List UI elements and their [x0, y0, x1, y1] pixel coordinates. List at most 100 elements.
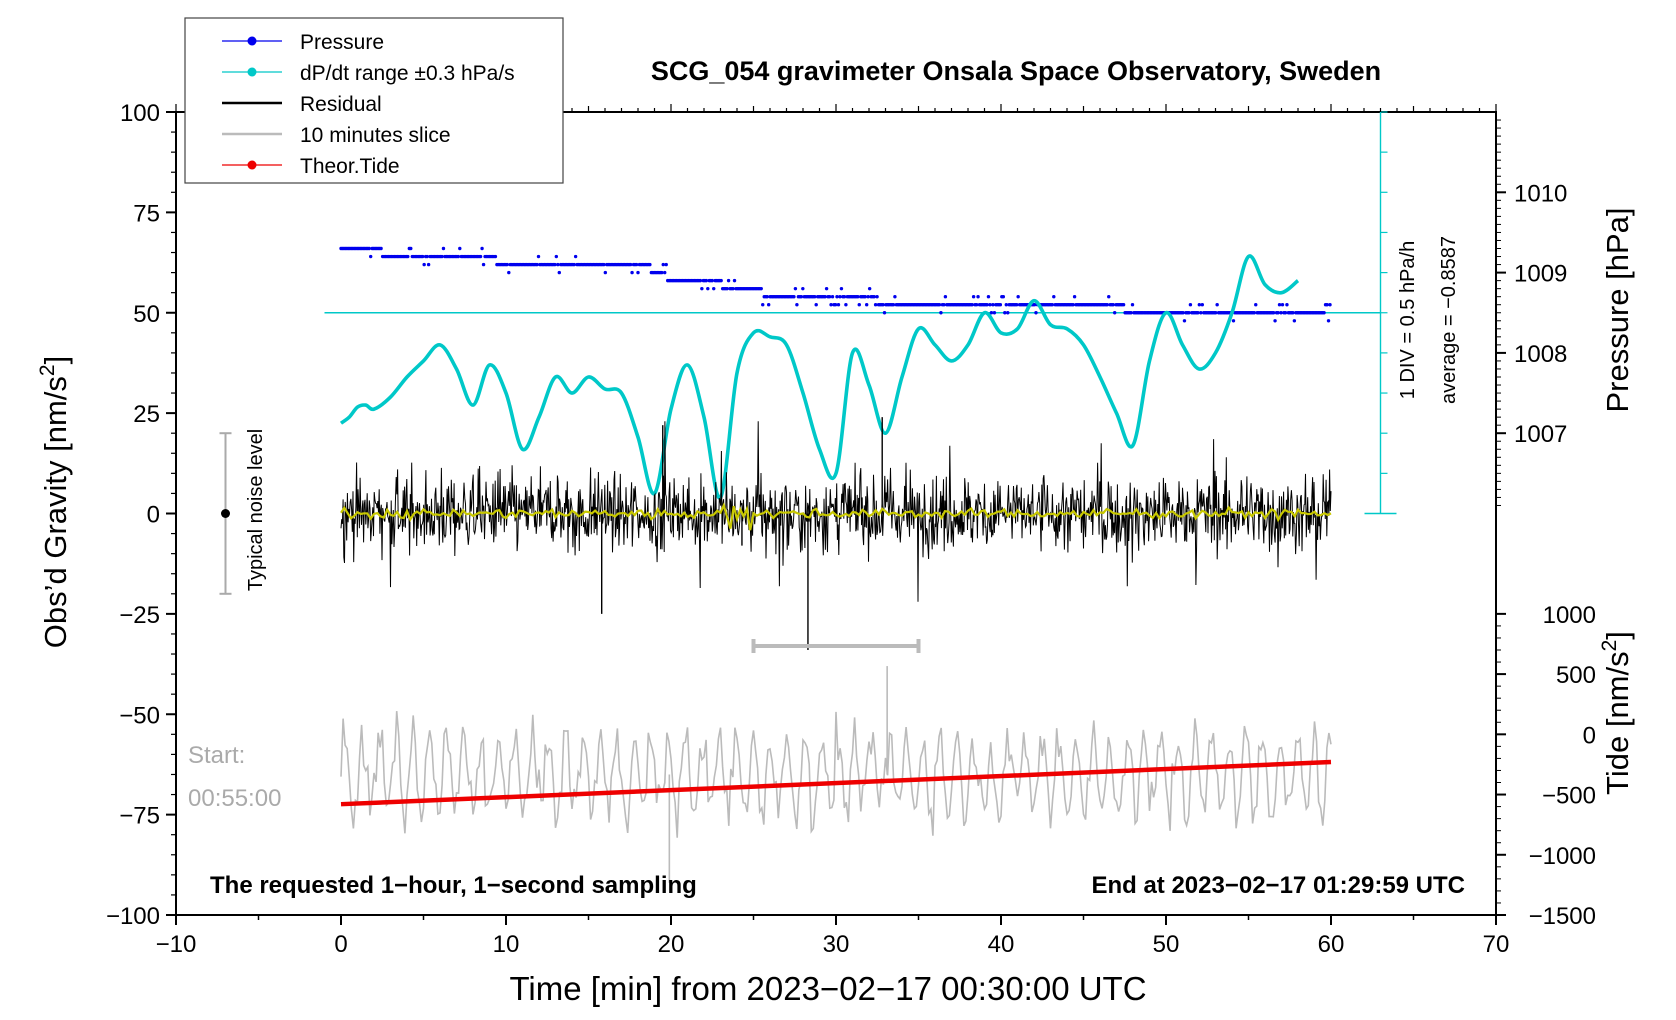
- pressure-point: [873, 303, 878, 307]
- tide-line: [340, 759, 1332, 807]
- pressure-point: [1006, 311, 1010, 315]
- pressure-point: [663, 270, 667, 275]
- dpdt-layer: [339, 254, 1300, 500]
- y-left-tick-label: 25: [133, 401, 160, 428]
- pressure-point: [1277, 303, 1282, 307]
- pressure-point: [1003, 311, 1007, 315]
- noise-level-label: Typical noise level: [245, 429, 267, 591]
- pressure-point: [1292, 319, 1297, 323]
- tide-tick-label: 500: [1556, 662, 1596, 689]
- pressure-point: [1014, 303, 1019, 307]
- pressure-point: [1215, 303, 1219, 307]
- y-axis-left-label-end: ]: [38, 356, 73, 365]
- pressure-point: [1181, 311, 1185, 315]
- pressure-point: [603, 270, 608, 275]
- pressure-point: [732, 278, 737, 283]
- x-tick-label: 40: [988, 931, 1015, 958]
- pressure-tick-label: 1007: [1514, 421, 1567, 448]
- pressure-point: [844, 303, 848, 307]
- pressure-point: [939, 311, 943, 315]
- pressure-point: [1322, 311, 1326, 315]
- y-axis-left-label-sup: 2: [36, 364, 59, 376]
- pressure-point: [970, 303, 974, 307]
- pressure-point: [367, 246, 371, 251]
- legend-box: [184, 17, 564, 184]
- pressure-point: [839, 286, 844, 291]
- legend: Pressure dP/dt range ±0.3 hPa/s Residual 10…: [184, 17, 564, 184]
- pressure-point: [974, 303, 979, 307]
- x-tick-label: 20: [658, 931, 685, 958]
- pressure-point: [1199, 311, 1203, 315]
- legend-label: Residual: [300, 93, 382, 116]
- pressure-point: [1130, 303, 1135, 307]
- pressure-point: [829, 303, 833, 307]
- pressure-point: [761, 303, 765, 307]
- pressure-point: [573, 254, 578, 259]
- slice-line: [340, 711, 1332, 838]
- pressure-point: [976, 294, 980, 299]
- pressure-point: [814, 303, 818, 307]
- x-tick-label: 50: [1153, 931, 1180, 958]
- pressure-point: [731, 286, 735, 291]
- pressure-point: [866, 294, 870, 299]
- pressure-point: [765, 294, 769, 299]
- pressure-point: [1050, 303, 1055, 307]
- pressure-point: [992, 311, 997, 315]
- bottom-right-note: End at 2023−02−17 01:29:59 UTC: [1091, 872, 1465, 899]
- pressure-point: [1001, 294, 1006, 299]
- legend-entries: Pressure dP/dt range ±0.3 hPa/s Residual 10…: [222, 31, 515, 178]
- y-left-tick-label: −25: [119, 602, 160, 629]
- pressure-point: [823, 294, 827, 299]
- x-tick-label: 30: [823, 931, 850, 958]
- pressure-point: [426, 262, 431, 267]
- tide-tick-label: 1000: [1543, 602, 1596, 629]
- tide-axis-label-end: ]: [1600, 631, 1635, 640]
- pressure-point: [1252, 311, 1256, 315]
- pressure-point: [422, 262, 426, 267]
- pressure-point: [1112, 311, 1117, 315]
- pressure-point: [792, 294, 796, 299]
- smoothed-residual-line: [340, 502, 1332, 531]
- pressure-point: [1231, 319, 1236, 323]
- pressure-point: [1279, 311, 1283, 315]
- x-tick-label: −10: [156, 931, 197, 958]
- tide-axis-label: Tide [nm/s2]: [1598, 631, 1635, 795]
- pressure-point: [1285, 303, 1289, 307]
- pressure-point: [698, 278, 703, 283]
- y-left-tick-label: −75: [119, 803, 160, 830]
- legend-marker: [247, 67, 257, 77]
- pressure-point: [827, 294, 832, 299]
- y-left-tick-label: 50: [133, 301, 160, 328]
- pressure-point: [991, 303, 995, 307]
- chart-title: SCG_054 gravimeter Onsala Space Observat…: [651, 56, 1381, 86]
- pressure-point: [1071, 303, 1075, 307]
- pressure-point: [507, 270, 511, 275]
- residual-layer: [340, 417, 1332, 651]
- legend-label: Pressure: [300, 31, 384, 54]
- pressure-point: [726, 278, 731, 283]
- pressure-point: [1213, 311, 1218, 315]
- pressure-point: [1283, 311, 1288, 315]
- legend-label: Theor.Tide: [300, 155, 400, 178]
- pressure-point: [1016, 294, 1020, 299]
- bottom-left-note: The requested 1−hour, 1−second sampling: [210, 872, 697, 899]
- pressure-point: [1111, 303, 1115, 307]
- pressure-point: [842, 294, 847, 299]
- pressure-point: [369, 254, 373, 259]
- x-tick-label: 10: [493, 931, 520, 958]
- axes-layer: −10 0 10 20 30 40 50 60 70−100−75−50−25025507510…: [106, 100, 1596, 958]
- pressure-point: [704, 278, 709, 283]
- y-left-tick-label: −50: [119, 702, 160, 729]
- pressure-tick-label: 1010: [1514, 180, 1567, 207]
- pressure-point: [553, 262, 557, 267]
- pressure-point: [634, 262, 639, 267]
- pressure-point: [602, 262, 606, 267]
- tide-axis-label-main: Tide [nm/s: [1600, 651, 1635, 795]
- pressure-point: [1196, 311, 1200, 315]
- tide-tick-label: 0: [1583, 722, 1596, 749]
- pressure-point: [766, 303, 771, 307]
- pressure-point: [1328, 303, 1332, 307]
- pressure-point: [1254, 303, 1258, 307]
- legend-marker: [247, 36, 257, 46]
